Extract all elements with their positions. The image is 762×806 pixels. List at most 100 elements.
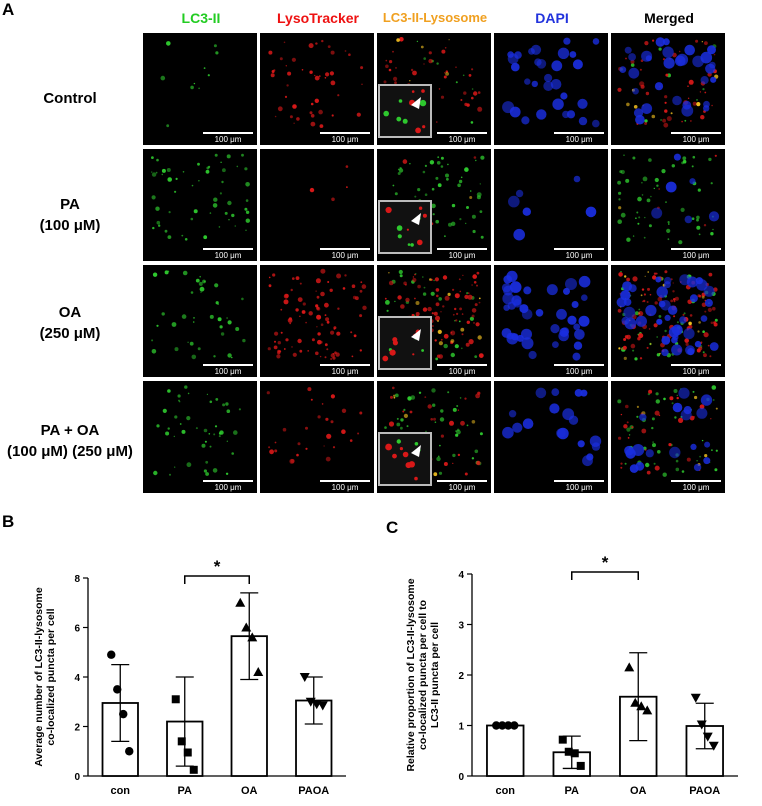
data-point xyxy=(564,747,573,756)
scale-bar xyxy=(203,248,253,250)
scale-bar xyxy=(320,132,370,134)
micrograph-lc3-row1: 100 μm xyxy=(143,33,257,145)
data-point xyxy=(235,597,246,607)
row-label-oa: OA (250 μM) xyxy=(0,302,140,344)
scale-bar-label: 100 μm xyxy=(682,251,710,260)
data-point xyxy=(241,622,252,632)
data-point xyxy=(624,662,635,672)
panel-c-letter: C xyxy=(386,518,399,537)
y-axis-label: Average number of LC3-II-lysosome xyxy=(33,587,45,766)
scale-bar-label: 100 μm xyxy=(565,135,593,144)
data-point xyxy=(558,735,567,744)
data-point xyxy=(630,697,641,707)
scale-bar-label: 100 μm xyxy=(331,251,359,260)
scale-bar xyxy=(320,248,370,250)
y-tick-label: 3 xyxy=(458,621,464,632)
scale-bar xyxy=(203,132,253,134)
row-label-pa-oa: PA + OA (100 μM) (250 μM) xyxy=(0,420,140,462)
y-tick-label: 0 xyxy=(74,772,80,783)
column-header-colocalization: LC3-II-Lysosome xyxy=(382,10,488,25)
micrograph-colocalization-row3: 100 μm xyxy=(377,265,491,377)
arrowhead-icon xyxy=(411,445,421,457)
data-point xyxy=(113,685,122,694)
row-label-control: Control xyxy=(0,88,140,109)
arrowhead-icon xyxy=(411,213,421,225)
scale-bar-label: 100 μm xyxy=(214,135,242,144)
scale-bar-label: 100 μm xyxy=(448,483,476,492)
data-point xyxy=(576,761,585,770)
arrowhead-icon xyxy=(411,329,421,341)
data-point xyxy=(125,747,134,756)
x-tick-label: PAOA xyxy=(689,785,720,797)
data-point xyxy=(504,721,513,730)
scale-bar xyxy=(437,480,487,482)
scale-bar xyxy=(671,364,721,366)
x-tick-label: con xyxy=(110,785,130,797)
micrograph-colocalization-row2: 100 μm xyxy=(377,149,491,261)
scale-bar xyxy=(554,132,604,134)
scale-bar xyxy=(203,480,253,482)
micrograph-lysotracker-row1: 100 μm xyxy=(260,33,374,145)
scale-bar xyxy=(203,364,253,366)
scale-bar xyxy=(671,480,721,482)
significance-bracket xyxy=(184,575,250,584)
data-point xyxy=(299,673,310,682)
micrograph-dapi-row3: 100 μm xyxy=(494,265,608,377)
x-tick-label: PA xyxy=(178,785,193,797)
scale-bar xyxy=(671,132,721,134)
panel-b-letter: B xyxy=(2,512,15,531)
x-tick-label: OA xyxy=(630,785,647,797)
scale-bar xyxy=(320,480,370,482)
micrograph-lc3-row2: 100 μm xyxy=(143,149,257,261)
scale-bar-label: 100 μm xyxy=(331,367,359,376)
y-tick-label: 8 xyxy=(74,574,80,585)
data-point xyxy=(702,732,713,742)
scale-bar xyxy=(437,132,487,134)
x-tick-label: con xyxy=(495,785,515,797)
significance-bracket xyxy=(571,571,639,580)
scale-bar-label: 100 μm xyxy=(682,367,710,376)
arrowhead-icon xyxy=(411,97,421,109)
column-header-lysotracker: LysoTracker xyxy=(277,10,359,26)
data-point xyxy=(708,741,719,751)
row-label-line1: PA + OA xyxy=(40,422,100,439)
data-point xyxy=(177,737,186,746)
column-header-merged: Merged xyxy=(644,10,694,26)
zoom-inset xyxy=(378,84,432,138)
row-label-pa: PA (100 μM) xyxy=(0,194,140,236)
data-point xyxy=(253,667,264,677)
scale-bar xyxy=(554,364,604,366)
data-point xyxy=(119,709,128,719)
zoom-inset xyxy=(378,316,432,370)
data-point xyxy=(570,749,579,758)
micrograph-lysotracker-row2: 100 μm xyxy=(260,149,374,261)
data-point xyxy=(189,765,198,774)
x-tick-label: OA xyxy=(241,785,258,797)
panel-a-letter: A xyxy=(2,0,15,19)
scale-bar-label: 100 μm xyxy=(565,483,593,492)
micrograph-colocalization-row4: 100 μm xyxy=(377,381,491,493)
micrograph-lc3-row3: 100 μm xyxy=(143,265,257,377)
micrograph-merged-row3: 100 μm xyxy=(611,265,725,377)
row-label-line2: (100 μM) (250 μM) xyxy=(7,443,133,460)
significance-label: * xyxy=(602,553,609,572)
y-axis-label: Relative proportion of LC3-II-lysosome xyxy=(405,578,417,771)
y-tick-label: 0 xyxy=(458,772,464,783)
scale-bar xyxy=(437,364,487,366)
scale-bar xyxy=(554,480,604,482)
significance-label: * xyxy=(214,557,221,576)
micrograph-lysotracker-row4: 100 μm xyxy=(260,381,374,493)
micrograph-merged-row2: 100 μm xyxy=(611,149,725,261)
scale-bar-label: 100 μm xyxy=(331,483,359,492)
x-tick-label: PAOA xyxy=(298,785,329,797)
x-tick-label: PA xyxy=(565,785,580,797)
data-point xyxy=(642,705,653,715)
micrograph-dapi-row4: 100 μm xyxy=(494,381,608,493)
scale-bar-label: 100 μm xyxy=(331,135,359,144)
data-point xyxy=(690,693,701,703)
scale-bar-label: 100 μm xyxy=(448,367,476,376)
scale-bar-label: 100 μm xyxy=(448,135,476,144)
y-tick-label: 4 xyxy=(458,570,464,581)
column-header-dapi: DAPI xyxy=(535,10,569,26)
bar xyxy=(486,724,525,777)
